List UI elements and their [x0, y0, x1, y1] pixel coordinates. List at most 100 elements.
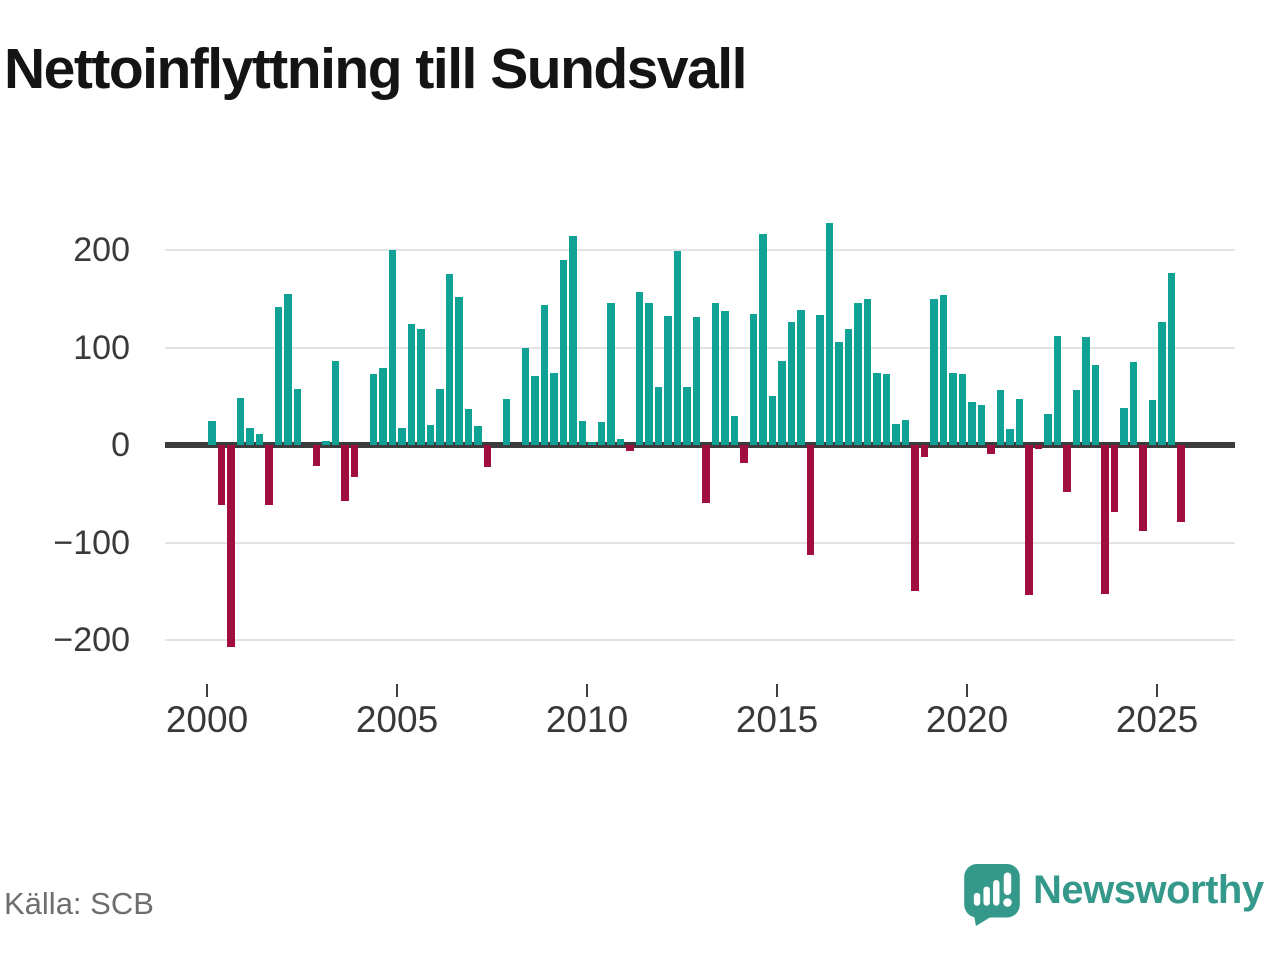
bar-2003K1	[322, 441, 330, 445]
bar-2017K3	[873, 372, 881, 445]
bar-2011K4	[654, 387, 662, 445]
gridline-y-100	[165, 541, 1235, 544]
bar-2014K4	[768, 396, 776, 445]
bar-2006K4	[464, 408, 472, 445]
bar-2019K1	[930, 298, 938, 445]
bar-2016K1	[816, 315, 824, 445]
bar-2025K1	[1158, 322, 1166, 445]
y-tick-label: −200	[53, 621, 130, 659]
bar-2012K2	[673, 250, 681, 445]
bar-2006K2	[445, 274, 453, 445]
bar-2009K2	[559, 259, 567, 445]
bar-2012K4	[692, 317, 700, 445]
bar-2024K3	[1139, 445, 1147, 531]
bar-2011K1	[626, 445, 634, 451]
bar-2021K2	[1015, 399, 1023, 445]
bar-2021K1	[1006, 429, 1014, 445]
bar-2018K4	[920, 445, 928, 457]
bar-2005K3	[417, 328, 425, 445]
bar-2021K3	[1025, 445, 1033, 596]
bar-2015K4	[806, 445, 814, 556]
bar-2024K2	[1129, 362, 1137, 445]
brand-name: Newsworthy	[1033, 868, 1264, 912]
source-note: Källa: SCB	[4, 886, 154, 921]
bar-2015K3	[797, 310, 805, 445]
bar-2018K3	[911, 445, 919, 592]
bar-2002K2	[293, 389, 301, 445]
bar-2001K4	[274, 306, 282, 445]
bar-2000K2	[217, 445, 225, 506]
bar-2013K1	[702, 445, 710, 503]
bar-2008K2	[521, 347, 529, 445]
bar-2009K4	[578, 420, 586, 445]
x-tick-mark-2005	[395, 684, 399, 697]
bar-2009K3	[569, 236, 577, 445]
bar-2013K2	[711, 302, 719, 445]
bar-2015K1	[778, 361, 786, 445]
x-tick-mark-2020	[965, 684, 969, 697]
bar-2003K2	[331, 361, 339, 445]
bar-2023K3	[1101, 445, 1109, 595]
bar-2012K3	[683, 387, 691, 445]
bar-2014K2	[749, 314, 757, 445]
bar-2008K4	[540, 304, 548, 445]
bar-2016K3	[835, 341, 843, 445]
newsworthy-logo-icon	[964, 864, 1020, 926]
bar-2003K4	[350, 445, 358, 478]
x-tick-label-2020: 2020	[925, 699, 1009, 740]
bar-2011K3	[645, 302, 653, 445]
brand-footer: Newsworthy	[963, 862, 1275, 926]
bar-2000K4	[236, 398, 244, 445]
bar-2020K1	[968, 402, 976, 445]
bar-2001K2	[255, 434, 263, 445]
bar-2016K4	[844, 328, 852, 445]
bar-2010K4	[616, 439, 624, 445]
bar-2010K2	[597, 421, 605, 445]
page-title: Nettoinflyttning till Sundsvall	[4, 37, 747, 101]
bar-2004K4	[388, 250, 396, 445]
bar-2006K1	[436, 389, 444, 445]
bar-2016K2	[825, 222, 833, 445]
bar-2019K3	[949, 372, 957, 445]
gridline-y100	[165, 346, 1235, 349]
x-tick-label-2025: 2025	[1115, 699, 1199, 740]
x-tick-mark-2000	[205, 684, 209, 697]
bar-2017K4	[882, 373, 890, 445]
x-tick-mark-2010	[585, 684, 589, 697]
x-tick-label-2005: 2005	[355, 699, 439, 740]
gridline-y200	[165, 249, 1235, 251]
bar-2021K4	[1034, 445, 1042, 449]
bar-2019K2	[939, 294, 947, 445]
bar-2000K1	[208, 420, 216, 445]
bar-2005K1	[398, 428, 406, 445]
bar-2001K3	[265, 445, 273, 506]
bar-2000K3	[227, 445, 235, 647]
bar-2004K3	[379, 367, 387, 445]
bar-2005K2	[407, 324, 415, 445]
bar-2012K1	[664, 316, 672, 445]
bar-2022K1	[1044, 413, 1052, 445]
bar-2024K1	[1120, 407, 1128, 445]
bar-2003K3	[341, 445, 349, 501]
bar-2008K3	[531, 375, 539, 445]
bar-2023K1	[1082, 336, 1090, 445]
bar-2013K4	[730, 415, 738, 445]
bar-2022K2	[1053, 335, 1061, 445]
bar-2025K3	[1177, 445, 1185, 523]
bar-2018K1	[892, 423, 900, 445]
bar-2010K1	[588, 442, 596, 445]
x-axis-zero-line	[165, 442, 1235, 448]
bar-2015K2	[787, 322, 795, 445]
bar-2020K3	[987, 445, 995, 454]
y-tick-label: 0	[111, 426, 130, 464]
bar-2006K3	[455, 296, 463, 445]
bar-2005K4	[426, 424, 434, 445]
bar-2002K1	[284, 293, 292, 445]
gridline-y-200	[165, 639, 1235, 641]
bar-2010K3	[607, 302, 615, 445]
bar-2011K2	[635, 291, 643, 445]
bar-2009K1	[550, 372, 558, 445]
bar-2014K1	[740, 445, 748, 463]
